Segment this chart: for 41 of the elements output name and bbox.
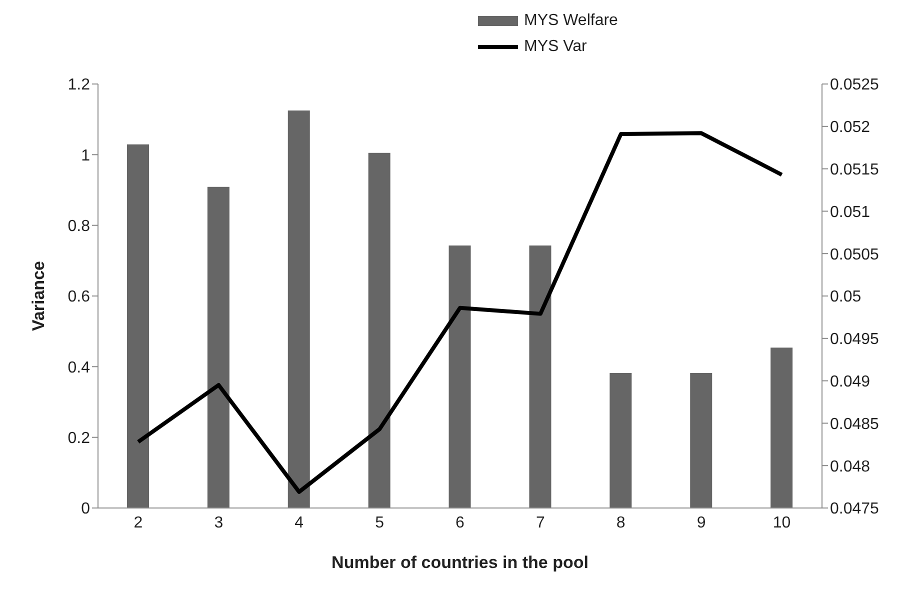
y-tick-label: 0.8 — [68, 218, 90, 236]
bar — [770, 348, 793, 508]
x-tick-label: 4 — [294, 514, 304, 532]
x-tick-label: 7 — [536, 514, 545, 532]
y2-tick-label: 0.0515 — [830, 161, 880, 178]
y2-tick-label: 0.048 — [830, 458, 870, 476]
y-tick-label: 1.2 — [68, 76, 90, 94]
bar — [207, 186, 230, 508]
bar — [368, 152, 390, 508]
bar — [127, 144, 149, 508]
y-tick-label: 1 — [81, 147, 90, 164]
x-tick-label: 5 — [375, 514, 384, 532]
x-tick-label: 6 — [456, 514, 465, 532]
y-tick-label: 0.2 — [68, 430, 90, 448]
y-axis-title: Variance — [29, 261, 48, 331]
line-series — [136, 131, 784, 494]
x-tick-label: 8 — [616, 514, 626, 532]
bar — [529, 245, 552, 508]
legend-label: MYS Welfare — [524, 12, 618, 30]
bar — [610, 373, 632, 508]
x-axis-title: Number of countries in the pool — [332, 553, 588, 572]
y2-tick-label: 0.0495 — [830, 331, 880, 348]
y2-tick-label: 0.0505 — [830, 246, 880, 264]
y2-tick-label: 0.0475 — [830, 500, 880, 518]
y-tick-label: 0 — [81, 500, 90, 518]
y2-tick-label: 0.0525 — [830, 76, 880, 94]
y2-tick-label: 0.052 — [830, 119, 870, 136]
y-tick-label: 0.6 — [68, 288, 90, 306]
y2-tick-label: 0.0485 — [830, 416, 880, 433]
legend-label: MYS Var — [524, 38, 587, 56]
y2-tick-label: 0.051 — [830, 204, 870, 221]
bar — [690, 373, 712, 508]
bar — [288, 110, 310, 508]
x-tick-label: 9 — [696, 514, 706, 532]
y-tick-label: 0.4 — [68, 359, 90, 376]
y2-tick-label: 0.05 — [830, 288, 862, 306]
bar — [448, 245, 471, 508]
y2-tick-label: 0.049 — [830, 373, 870, 390]
x-tick-label: 10 — [772, 514, 791, 532]
x-tick-label: 2 — [134, 514, 143, 532]
x-tick-label: 3 — [214, 514, 224, 532]
